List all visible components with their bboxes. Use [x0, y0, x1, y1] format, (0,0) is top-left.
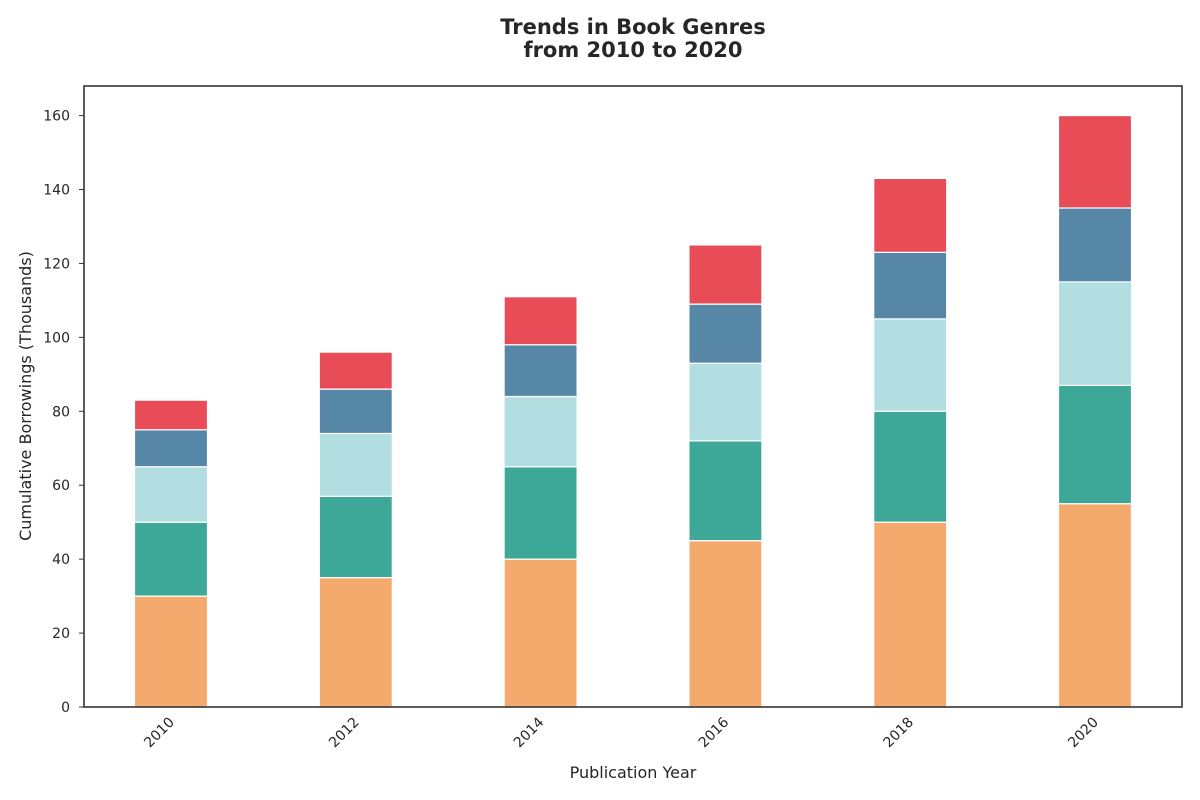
plot-frame [83, 85, 1183, 708]
bar-segment-2010-s3 [133, 466, 209, 523]
y-tick-label: 0 [61, 700, 70, 716]
bar-segment-2020-s2 [1057, 384, 1133, 505]
bar-segment-2010-s2 [133, 521, 209, 597]
bar-segment-2016-s1 [688, 540, 763, 708]
bar-segment-2012-s2 [318, 495, 393, 579]
x-tick-label-2014: 2014 [511, 714, 548, 751]
bar-segment-2014-s5 [503, 296, 578, 346]
bar-segment-2018-s1 [873, 521, 948, 708]
y-tick-label: 80 [52, 404, 70, 420]
x-tick-label-2010: 2010 [141, 715, 178, 752]
bar-segment-2018-s3 [873, 318, 948, 412]
y-tick-label: 160 [43, 109, 70, 125]
y-tick-label: 20 [52, 626, 70, 642]
y-axis-label: Cumulative Borrowings (Thousands) [16, 251, 35, 541]
bar-segment-2012-s3 [318, 432, 393, 497]
x-tick-label-2020: 2020 [1065, 715, 1102, 752]
chart-title-line-1: Trends in Book Genres [500, 15, 766, 39]
bar-segment-2014-s4 [503, 344, 578, 398]
bar-segment-2010-s5 [133, 399, 209, 431]
chart-title-line-2: from 2010 to 2020 [523, 38, 742, 62]
y-tick-label: 140 [43, 183, 70, 199]
x-axis-ticks: 2010 2012 2014 2016 2018 2020 [141, 714, 1102, 751]
bar-segment-2012-s1 [318, 577, 393, 708]
bar-segment-2018-s5 [873, 177, 948, 253]
bar-segment-2010-s4 [133, 429, 209, 468]
bar-segment-2020-s4 [1057, 207, 1133, 283]
bar-segment-2020-s3 [1057, 281, 1133, 387]
y-tick-label: 100 [43, 330, 70, 346]
y-tick-label: 60 [52, 478, 70, 494]
bar-segment-2016-s4 [688, 303, 763, 364]
bar-segment-2016-s2 [688, 440, 763, 542]
bar-segment-2018-s2 [873, 410, 948, 523]
bar-segment-2018-s4 [873, 251, 948, 320]
bar-segment-2014-s2 [503, 466, 578, 560]
bar-segment-2012-s4 [318, 388, 393, 435]
bar-segment-2016-s3 [688, 362, 763, 442]
y-tick-label: 120 [43, 256, 70, 272]
x-tick-label-2016: 2016 [696, 714, 733, 751]
bar-segment-2016-s5 [688, 244, 763, 305]
bar-segment-2014-s1 [503, 558, 578, 708]
bar-segment-2020-s1 [1057, 503, 1133, 708]
bars-group [133, 114, 1133, 708]
x-tick-label-2012: 2012 [326, 715, 363, 752]
x-tick-label-2018: 2018 [881, 715, 918, 752]
x-axis-label: Publication Year [570, 763, 697, 782]
bar-segment-2010-s1 [133, 595, 209, 708]
y-tick-label: 40 [52, 552, 70, 568]
bar-segment-2014-s3 [503, 395, 578, 468]
y-axis-ticks: 0 20 40 60 80 100 120 140 160 [43, 109, 84, 716]
bar-segment-2020-s5 [1057, 114, 1133, 209]
bar-segment-2012-s5 [318, 351, 393, 390]
